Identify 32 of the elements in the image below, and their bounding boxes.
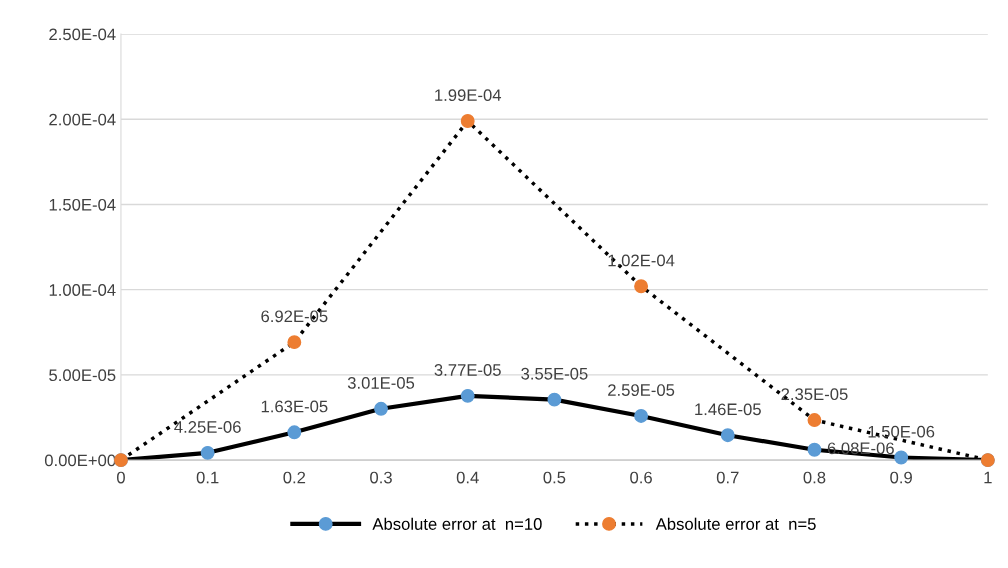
y-tick-label: 2.00E-04 [49,113,116,126]
x-tick-label: 0.5 [543,471,566,484]
y-tick-label: 1.00E-04 [49,284,116,296]
y-tick-label: 5.00E-05 [49,369,116,382]
y-tick-label: 1.50E-04 [49,198,116,211]
data-label: 6.08E-06 [827,442,894,455]
y-tick-label: 0.00E+00 [44,454,116,467]
x-tick-label: 0.7 [716,471,739,484]
data-label: 6.92E-05 [261,310,328,323]
data-label: 3.55E-05 [521,367,588,380]
data-label: 3.77E-05 [434,364,501,376]
x-tick-label: 0.9 [890,471,912,484]
legend-label: Absolute error at n=5 [655,517,816,530]
x-tick-label: 0.2 [283,471,306,484]
y-tick-label: 2.50E-04 [49,28,116,41]
data-label: 1.63E-05 [261,400,328,413]
data-label: 4.25E-06 [174,421,241,433]
legend-label: Absolute error at n=10 [372,517,542,530]
x-tick-label: 0.1 [196,471,219,484]
x-tick-label: 0.6 [630,471,652,484]
x-tick-label: 0.3 [370,471,392,484]
data-label: 2.35E-05 [781,388,848,401]
data-label: 1.99E-04 [435,89,502,102]
x-tick-label: 0 [116,471,125,484]
x-tick-label: 0.8 [803,471,826,484]
data-label: 3.01E-05 [347,377,415,389]
data-label: 1.46E-05 [695,403,761,416]
data-label: 1.50E-06 [868,425,935,438]
data-label: 1.02E-04 [608,254,675,267]
data-label: 2.59E-05 [608,384,675,396]
x-tick-label: 1 [984,471,992,484]
x-tick-label: 0.4 [456,471,479,484]
